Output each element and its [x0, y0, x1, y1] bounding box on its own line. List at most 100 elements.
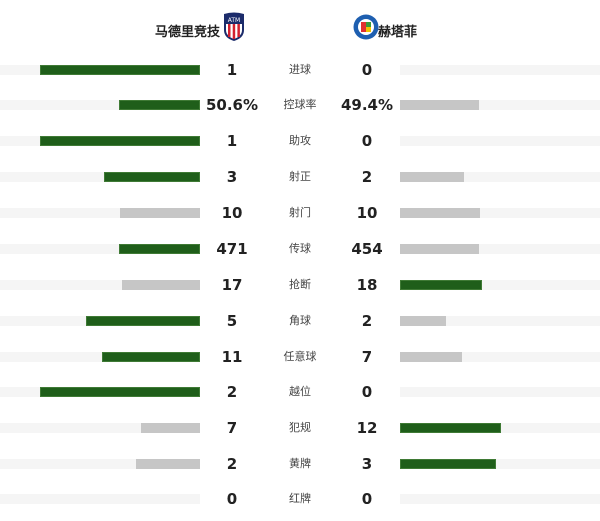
home-stat-track — [0, 244, 200, 254]
stat-label: 黄牌 — [289, 457, 311, 470]
home-stat-track — [0, 136, 200, 146]
home-stat-track — [0, 352, 200, 362]
home-stat-bar — [136, 459, 200, 469]
home-stat-track — [0, 387, 200, 397]
away-stat-track — [400, 65, 600, 75]
home-stat-track — [0, 100, 200, 110]
atletico-madrid-crest-icon: ATM — [224, 12, 244, 41]
home-stat-value: 17 — [221, 276, 243, 294]
away-stat-bar — [400, 352, 463, 362]
away-stat-bar — [400, 316, 446, 326]
away-stat-value: 0 — [361, 132, 373, 150]
stat-label: 助攻 — [289, 134, 311, 147]
away-stat-track — [400, 494, 600, 504]
home-team-name: 马德里竞技 — [154, 25, 220, 40]
stat-label: 射正 — [289, 170, 311, 183]
home-stat-value: 1 — [226, 61, 238, 79]
stat-label: 抢断 — [289, 278, 311, 291]
away-stat-bar — [400, 244, 479, 254]
home-stat-value: 5 — [226, 312, 238, 330]
home-stat-bar — [141, 423, 200, 433]
away-team-name: 赫塔菲 — [378, 25, 418, 40]
away-stat-value: 0 — [361, 490, 373, 508]
stat-row: 5 角球 2 — [0, 311, 600, 331]
home-stat-value: 3 — [226, 168, 238, 186]
away-stat-bar — [400, 172, 464, 182]
home-stat-value: 0 — [226, 490, 238, 508]
away-stat-value: 7 — [361, 348, 373, 366]
home-stat-bar — [40, 65, 200, 75]
home-stat-track — [0, 459, 200, 469]
stat-label: 进球 — [289, 63, 311, 76]
home-stat-track — [0, 494, 200, 504]
home-stat-value: 11 — [221, 348, 243, 366]
away-stat-value: 3 — [361, 455, 373, 473]
stat-row: 1 助攻 0 — [0, 131, 600, 151]
home-stat-bar — [119, 100, 200, 110]
home-stat-value: 10 — [221, 204, 243, 222]
home-stat-value: 2 — [226, 383, 238, 401]
away-stat-value: 2 — [361, 312, 373, 330]
away-stat-bar — [400, 459, 496, 469]
home-stat-track — [0, 208, 200, 218]
home-stat-bar — [120, 208, 200, 218]
home-stat-bar — [40, 136, 200, 146]
getafe-crest-icon — [353, 14, 379, 40]
away-stat-value: 10 — [356, 204, 378, 222]
away-stat-track — [400, 208, 600, 218]
away-stat-bar — [400, 280, 483, 290]
stat-row: 0 红牌 0 — [0, 489, 600, 509]
home-stat-value: 2 — [226, 455, 238, 473]
away-stat-value: 18 — [356, 276, 378, 294]
away-stat-track — [400, 244, 600, 254]
away-stat-track — [400, 423, 600, 433]
home-stat-value: 471 — [216, 240, 248, 258]
home-stat-bar — [102, 352, 200, 362]
stat-row: 471 传球 454 — [0, 239, 600, 259]
home-stat-bar — [85, 316, 200, 326]
away-stat-track — [400, 459, 600, 469]
away-stat-track — [400, 280, 600, 290]
away-stat-track — [400, 387, 600, 397]
away-stat-track — [400, 352, 600, 362]
stat-row: 2 越位 0 — [0, 382, 600, 402]
stat-label: 红牌 — [289, 492, 311, 505]
away-stat-value: 12 — [356, 419, 378, 437]
home-stat-bar — [104, 172, 200, 182]
home-stat-value: 1 — [226, 132, 238, 150]
away-stat-track — [400, 172, 600, 182]
home-stat-value: 50.6% — [205, 96, 259, 114]
stat-label: 任意球 — [283, 350, 317, 363]
away-stat-track — [400, 316, 600, 326]
away-stat-bar — [400, 100, 480, 110]
stat-label: 控球率 — [283, 98, 317, 111]
home-stat-bar — [40, 387, 200, 397]
home-stat-track — [0, 280, 200, 290]
stat-row: 7 犯规 12 — [0, 418, 600, 438]
away-stat-track — [400, 136, 600, 146]
home-stat-track — [0, 172, 200, 182]
stat-label: 越位 — [289, 385, 311, 398]
stat-row: 3 射正 2 — [0, 167, 600, 187]
home-stat-value: 7 — [226, 419, 238, 437]
stat-label: 角球 — [289, 314, 311, 327]
away-stat-bar — [400, 208, 480, 218]
away-stat-value: 2 — [361, 168, 373, 186]
away-stat-value: 49.4% — [340, 96, 394, 114]
stat-row: 17 抢断 18 — [0, 275, 600, 295]
stat-row: 10 射门 10 — [0, 203, 600, 223]
away-stat-bar — [400, 423, 502, 433]
stat-label: 犯规 — [289, 421, 311, 434]
away-stat-value: 0 — [361, 61, 373, 79]
stat-label: 传球 — [289, 242, 311, 255]
home-stat-track — [0, 316, 200, 326]
stat-row: 50.6% 控球率 49.4% — [0, 95, 600, 115]
away-stat-value: 454 — [351, 240, 383, 258]
match-header: 马德里竞技 ATM 赫塔菲 — [0, 12, 600, 46]
stat-row: 2 黄牌 3 — [0, 454, 600, 474]
away-stat-track — [400, 100, 600, 110]
home-stat-bar — [122, 280, 200, 290]
home-stat-bar — [118, 244, 200, 254]
home-stat-track — [0, 65, 200, 75]
stat-row: 1 进球 0 — [0, 60, 600, 80]
